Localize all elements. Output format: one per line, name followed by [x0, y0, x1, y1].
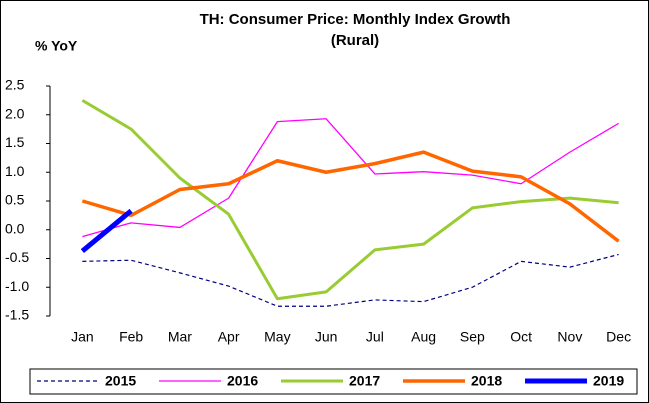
x-tick-label: Mar	[168, 329, 192, 345]
y-tick-label: -0.5	[5, 249, 29, 265]
y-tick-label: 1.0	[5, 163, 25, 179]
y-tick-label: 0.5	[5, 192, 25, 208]
x-tick-label: Nov	[557, 329, 582, 345]
x-tick-label: Oct	[510, 329, 532, 345]
x-tick-label: Jun	[315, 329, 338, 345]
legend-label: 2016	[227, 373, 258, 389]
y-tick-label: -1.0	[5, 278, 29, 294]
y-tick-label: 2.5	[5, 77, 25, 93]
series-line	[81, 150, 620, 243]
x-tick-label: Aug	[411, 329, 436, 345]
y-tick-label: 0.0	[5, 220, 25, 236]
legend-label: 2019	[593, 373, 624, 389]
x-tick-label: Dec	[606, 329, 631, 345]
series-line	[82, 253, 619, 307]
chart-title: TH: Consumer Price: Monthly Index Growth	[200, 11, 511, 28]
x-tick-label: Sep	[460, 329, 485, 345]
y-tick-label: 1.5	[5, 134, 25, 150]
legend-label: 2017	[349, 373, 380, 389]
x-tick-label: Jul	[366, 329, 384, 345]
x-tick-label: Jan	[71, 329, 94, 345]
x-tick-label: Feb	[119, 329, 143, 345]
legend-label: 2018	[471, 373, 502, 389]
chart-subtitle: (Rural)	[331, 32, 379, 49]
y-tick-label: -1.5	[5, 307, 29, 323]
legend-label: 2015	[105, 373, 136, 389]
series-line	[81, 99, 619, 301]
series-line	[80, 208, 133, 253]
series-line	[82, 118, 619, 238]
y-axis-label: % YoY	[35, 38, 78, 54]
x-tick-label: Apr	[218, 329, 240, 345]
x-tick-label: May	[264, 329, 290, 345]
y-tick-label: 2.0	[5, 105, 25, 121]
